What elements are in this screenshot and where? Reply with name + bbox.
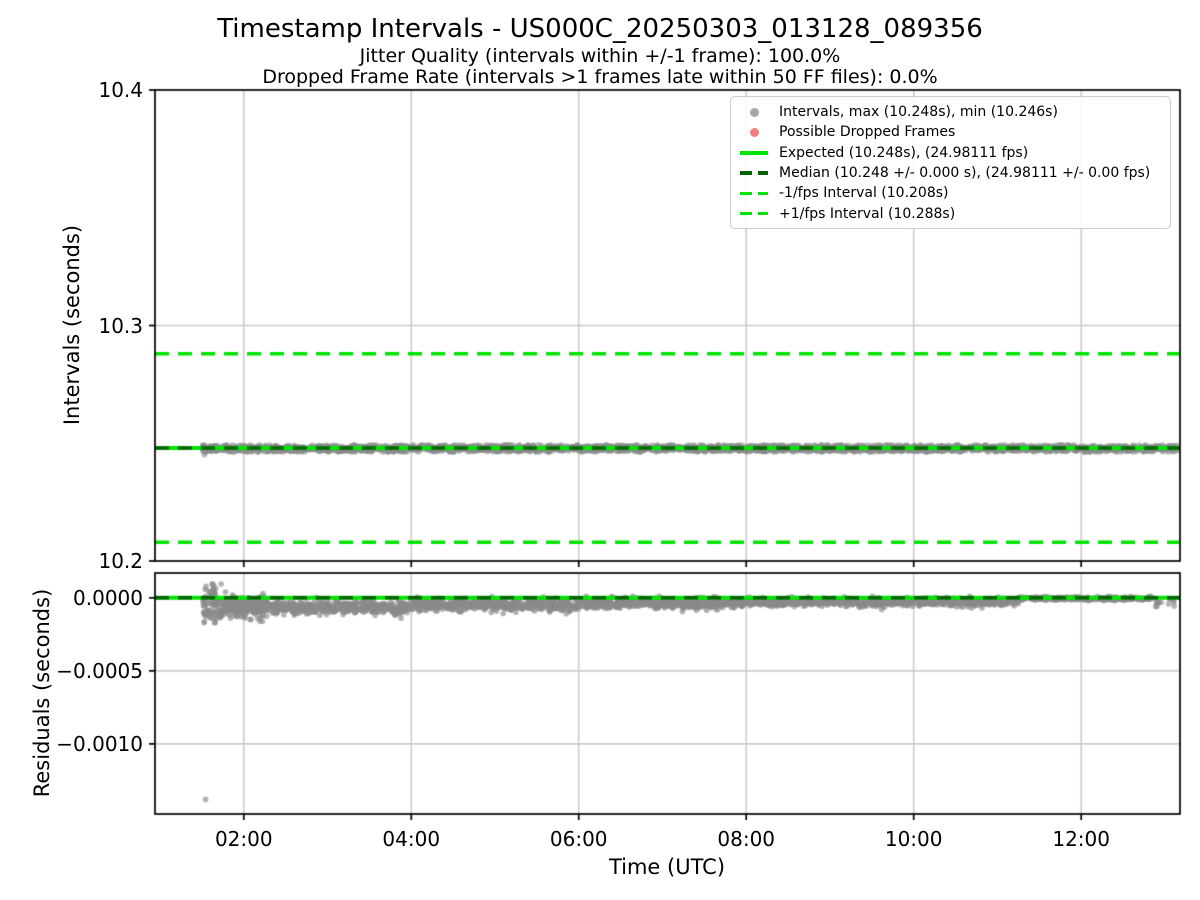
marker-shape xyxy=(740,191,768,196)
legend-item: Median (10.248 +/- 0.000 s), (24.98111 +… xyxy=(740,163,1166,183)
legend-item-label: Intervals, max (10.248s), min (10.246s) xyxy=(779,104,1058,121)
time-x-tick-label: 10:00 xyxy=(884,827,943,851)
legend-item: Possible Dropped Frames xyxy=(740,122,1166,142)
legend-item: +1/fps Interval (10.288s) xyxy=(740,203,1166,223)
time-x-tick-label: 12:00 xyxy=(1052,827,1110,851)
jitter-quality-subtitle: Jitter Quality (intervals within +/-1 fr… xyxy=(359,45,841,67)
legend-item: Intervals, max (10.248s), min (10.246s) xyxy=(740,102,1166,122)
residuals-y-axis-label: Residuals (seconds) xyxy=(30,588,54,798)
legend-item: Expected (10.248s), (24.98111 fps) xyxy=(740,143,1166,163)
dropped-frame-rate-subtitle: Dropped Frame Rate (intervals >1 frames … xyxy=(262,66,938,88)
legend-item-label: Median (10.248 +/- 0.000 s), (24.98111 +… xyxy=(779,165,1151,182)
residuals-y-tick-label: 0.0000 xyxy=(73,585,143,610)
legend-item: -1/fps Interval (10.208s) xyxy=(740,183,1166,203)
time-x-tick-label: 06:00 xyxy=(549,827,608,851)
legend-dot-marker-icon xyxy=(740,107,768,117)
legend-item-label: Possible Dropped Frames xyxy=(779,124,956,141)
time-x-axis-label: Time (UTC) xyxy=(608,855,726,879)
legend-line-marker-icon xyxy=(740,191,768,196)
intervals-y-tick-label: 10.2 xyxy=(98,549,143,573)
marker-shape xyxy=(740,171,768,175)
time-x-tick-label: 02:00 xyxy=(214,827,273,851)
time-x-tick-label: 08:00 xyxy=(717,827,776,851)
figure-title: Timestamp Intervals - US000C_20250303_01… xyxy=(217,14,983,44)
residuals-y-tick-label: −0.0010 xyxy=(56,731,143,756)
marker-shape xyxy=(740,211,768,216)
intervals-y-tick-label: 10.4 xyxy=(98,78,143,102)
marker-shape xyxy=(749,127,759,137)
time-x-tick-label: 04:00 xyxy=(382,827,441,851)
legend-line-marker-icon xyxy=(740,211,768,216)
legend: Intervals, max (10.248s), min (10.246s) P… xyxy=(730,96,1171,229)
marker-shape xyxy=(749,107,759,117)
legend-item-label: +1/fps Interval (10.288s) xyxy=(779,205,956,222)
legend-line-marker-icon xyxy=(740,171,768,175)
legend-dot-marker-icon xyxy=(740,127,768,137)
legend-line-marker-icon xyxy=(740,150,768,155)
residuals-y-tick-label: −0.0005 xyxy=(56,658,143,683)
legend-item-label: Expected (10.248s), (24.98111 fps) xyxy=(779,144,1029,161)
legend-item-label: -1/fps Interval (10.208s) xyxy=(779,185,949,202)
marker-shape xyxy=(740,150,768,155)
intervals-y-tick-label: 10.3 xyxy=(98,313,143,338)
